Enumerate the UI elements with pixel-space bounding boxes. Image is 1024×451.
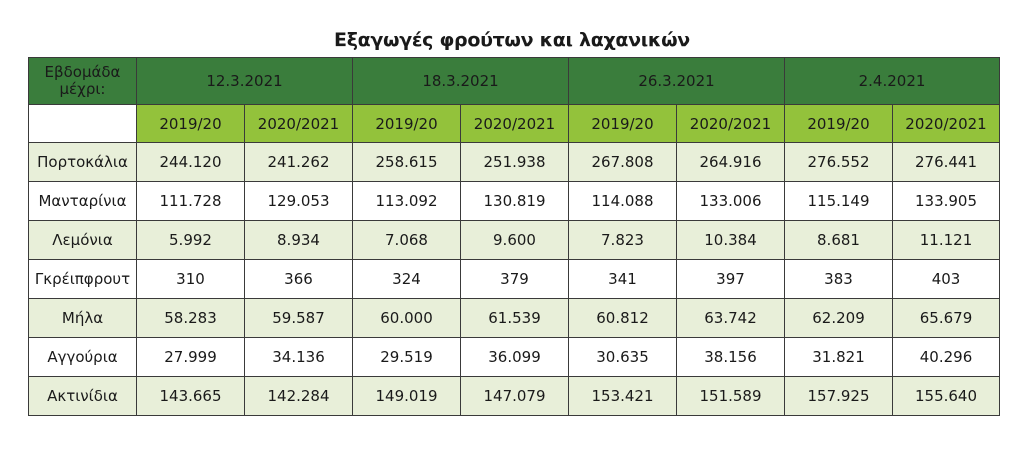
table-cell: 113.092 <box>352 181 461 221</box>
date-header: 18.3.2021 <box>352 57 569 105</box>
table-cell: 5.992 <box>136 220 245 260</box>
table-cell: 111.728 <box>136 181 245 221</box>
table-cell: 153.421 <box>568 376 677 416</box>
table-row: Πορτοκάλια 244.120 241.262 258.615 251.938 26… <box>28 142 1001 182</box>
chart-title: Εξαγωγές φρούτων και λαχανικών <box>334 29 690 51</box>
season-header: 2019/20 <box>352 104 461 143</box>
table-cell: 61.539 <box>460 298 569 338</box>
table-cell: 29.519 <box>352 337 461 377</box>
table-cell: 310 <box>136 259 245 299</box>
blank-cell <box>28 104 137 143</box>
table-cell: 258.615 <box>352 142 461 182</box>
table-body: Εβδομάδα μέχρι: 12.3.2021 18.3.2021 26.3… <box>28 57 1001 416</box>
table-cell: 34.136 <box>244 337 353 377</box>
table-cell: 10.384 <box>676 220 785 260</box>
table-cell: 36.099 <box>460 337 569 377</box>
table-cell: 31.821 <box>784 337 893 377</box>
season-header: 2020/2021 <box>244 104 353 143</box>
table-cell: 30.635 <box>568 337 677 377</box>
table-row: Μανταρίνια 111.728 129.053 113.092 130.819 11… <box>28 181 1001 221</box>
table-cell: 114.088 <box>568 181 677 221</box>
table-cell: 8.681 <box>784 220 893 260</box>
season-header: 2019/20 <box>136 104 245 143</box>
table-cell: 7.068 <box>352 220 461 260</box>
table-cell: 60.812 <box>568 298 677 338</box>
table-row: Ακτινίδια 143.665 142.284 149.019 147.079 153… <box>28 376 1001 416</box>
table-cell: 115.149 <box>784 181 893 221</box>
table-cell: 9.600 <box>460 220 569 260</box>
table-cell: 58.283 <box>136 298 245 338</box>
table-cell: 276.441 <box>891 142 1001 182</box>
date-header: 26.3.2021 <box>568 57 785 105</box>
header-row-seasons: 2019/20 2020/2021 2019/20 2020/2021 2019… <box>28 104 1001 143</box>
table-cell: 341 <box>568 259 677 299</box>
season-header: 2020/2021 <box>891 104 1001 143</box>
table-row: Γκρέιπφρουτ 310 366 324 379 341 397 383 403 <box>28 259 1001 299</box>
table-cell: 142.284 <box>244 376 353 416</box>
table-cell: 38.156 <box>676 337 785 377</box>
table-cell: 147.079 <box>460 376 569 416</box>
season-header: 2019/20 <box>568 104 677 143</box>
date-header: 2.4.2021 <box>783 57 1001 105</box>
table-cell: 149.019 <box>352 376 461 416</box>
row-label: Μήλα <box>28 298 137 338</box>
table-cell: 40.296 <box>891 337 1001 377</box>
row-label: Λεμόνια <box>28 220 137 260</box>
table-row: Λεμόνια 5.992 8.934 7.068 9.600 7.823 10.384 8.… <box>28 220 1001 260</box>
corner-header: Εβδομάδα μέχρι: <box>28 57 137 105</box>
table-cell: 251.938 <box>460 142 569 182</box>
table-cell: 65.679 <box>891 298 1001 338</box>
table-cell: 27.999 <box>136 337 245 377</box>
table-cell: 60.000 <box>352 298 461 338</box>
table-cell: 276.552 <box>784 142 893 182</box>
table-row: Μήλα 58.283 59.587 60.000 61.539 60.812 63.742… <box>28 298 1001 338</box>
table-cell: 264.916 <box>676 142 785 182</box>
table-cell: 8.934 <box>244 220 353 260</box>
row-label: Πορτοκάλια <box>28 142 137 182</box>
season-header: 2020/2021 <box>460 104 569 143</box>
season-header: 2019/20 <box>784 104 893 143</box>
row-label: Ακτινίδια <box>28 376 137 416</box>
table-cell: 244.120 <box>136 142 245 182</box>
corner-label-line-1: Εβδομάδα <box>44 63 121 81</box>
corner-label-line-2: μέχρι: <box>59 80 106 98</box>
table-cell: 143.665 <box>136 376 245 416</box>
table-cell: 151.589 <box>676 376 785 416</box>
row-label: Αγγούρια <box>28 337 137 377</box>
table-cell: 241.262 <box>244 142 353 182</box>
table-cell: 155.640 <box>891 376 1001 416</box>
date-header: 12.3.2021 <box>136 57 353 105</box>
table-cell: 366 <box>244 259 353 299</box>
table-cell: 7.823 <box>568 220 677 260</box>
exports-table: Εβδομάδα μέχρι: 12.3.2021 18.3.2021 26.3… <box>28 57 1001 416</box>
table-cell: 11.121 <box>891 220 1001 260</box>
table-row: Αγγούρια 27.999 34.136 29.519 36.099 30.635 38… <box>28 337 1001 377</box>
table-cell: 157.925 <box>784 376 893 416</box>
season-header: 2020/2021 <box>676 104 785 143</box>
table-cell: 59.587 <box>244 298 353 338</box>
table-cell: 397 <box>676 259 785 299</box>
table-cell: 130.819 <box>460 181 569 221</box>
table-cell: 62.209 <box>784 298 893 338</box>
table-cell: 133.905 <box>891 181 1001 221</box>
table-cell: 267.808 <box>568 142 677 182</box>
header-row-dates: Εβδομάδα μέχρι: 12.3.2021 18.3.2021 26.3… <box>28 57 1001 105</box>
table-cell: 63.742 <box>676 298 785 338</box>
table-cell: 383 <box>784 259 893 299</box>
table-cell: 324 <box>352 259 461 299</box>
table-cell: 403 <box>891 259 1001 299</box>
table-cell: 133.006 <box>676 181 785 221</box>
row-label: Γκρέιπφρουτ <box>28 259 137 299</box>
row-label: Μανταρίνια <box>28 181 137 221</box>
table-cell: 129.053 <box>244 181 353 221</box>
table-cell: 379 <box>460 259 569 299</box>
